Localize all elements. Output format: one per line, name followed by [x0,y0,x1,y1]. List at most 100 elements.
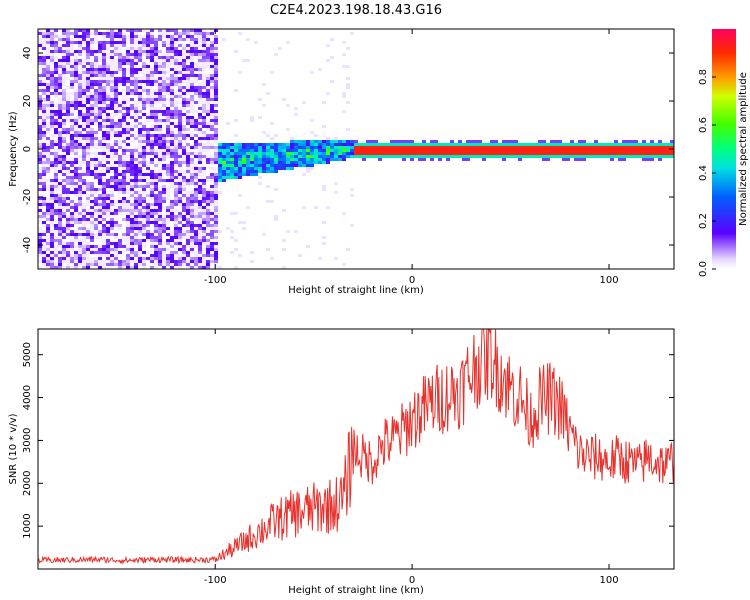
spectrogram-cell [206,209,210,212]
spectrogram-cell [174,149,178,152]
spectrogram-cell [54,266,58,269]
spectrogram-cell [58,236,62,239]
spectrogram-cell [178,80,182,83]
spectrogram-cell [114,92,118,95]
spectrogram-cell [46,56,50,59]
spectrogram-cell [162,143,166,146]
spectrogram-cell [390,143,394,146]
spectrogram-cell [214,179,218,182]
spectrogram-cell [174,233,178,236]
spectrogram-cell [90,107,94,110]
spectrogram-cell [206,176,210,179]
spectrogram-cell [166,254,170,257]
spectrogram-cell [518,149,522,152]
spectrogram-cell [334,149,338,152]
spectrogram-cell [650,146,654,149]
spectrogram-cell [134,161,138,164]
spectrogram-cell [114,47,118,50]
spectrogram-cell [470,146,474,149]
spectrogram-cell [102,242,106,245]
spectrogram-cell [342,155,346,158]
spectrogram-cell [154,59,158,62]
spectrogram-cell [258,170,262,173]
spectrogram-cell [206,47,210,50]
spectrogram-cell [194,128,198,131]
spectrogram-cell [458,146,462,149]
spectrogram-cell [510,140,514,143]
spectrogram-cell [582,158,586,161]
spectrogram-cell [42,185,46,188]
spectrogram-cell [106,158,110,161]
spectrogram-cell [542,155,546,158]
spectrogram-cell [154,68,158,71]
spectrogram-cell [198,188,202,191]
spectrogram-cell [70,200,74,203]
spectrogram-cell [50,86,54,89]
spectrogram-cell [94,101,98,104]
spectrogram-cell [182,188,186,191]
spectrogram-cell [142,134,146,137]
spectrogram-cell [70,101,74,104]
spectrogram-cell [666,152,670,155]
spectrogram-cell [118,263,122,266]
spectrogram-cell [70,47,74,50]
spectrogram-cell [58,47,62,50]
spectrogram-cell [666,155,670,158]
spectrogram-cell [70,140,74,143]
spectrogram-cell [490,155,494,158]
spectrogram-cell [214,188,218,191]
spectrogram-cell [538,155,542,158]
spectrogram-cell [174,65,178,68]
spectrogram-cell [142,245,146,248]
spectrogram-cell [74,194,78,197]
spectrogram-cell [114,95,118,98]
spectrogram-cell [142,218,146,221]
spectrogram-cell [166,89,170,92]
spectrogram-cell [70,260,74,263]
spectrogram-cell [70,161,74,164]
spectrogram-cell [78,182,82,185]
spectrogram-cell [170,239,174,242]
spectrogram-cell [222,170,226,173]
spectrogram-cell [126,167,130,170]
spectrogram-cell [106,221,110,224]
spectrogram-cell [82,215,86,218]
spectrogram-cell [102,194,106,197]
spectrogram-cell [354,143,358,146]
spectrogram-cell [90,50,94,53]
spectrogram-cell [102,119,106,122]
spectrogram-cell [106,68,110,71]
spectrogram-cell [46,149,50,152]
spectrogram-cell [150,158,154,161]
spectrogram-cell [214,95,218,98]
spectrogram-cell [134,47,138,50]
spectrogram-cell [90,248,94,251]
spectrogram-cell [166,128,170,131]
spectrogram-cell [458,155,462,158]
spectrogram-cell [110,146,114,149]
spectrogram-cell [178,89,182,92]
spectrogram-cell [258,152,262,155]
spectrogram-cell [186,56,190,59]
spectrogram-cell [122,185,126,188]
spectrogram-cell [118,227,122,230]
spectrogram-cell [50,239,54,242]
spectrogram-cell [82,29,86,32]
spectrogram-cell [46,50,50,53]
spectrogram-cell [186,182,190,185]
spectrogram-cell [158,62,162,65]
spectrogram-cell [242,161,246,164]
spectrogram-cell [498,143,502,146]
spectrogram-cell [102,227,106,230]
spectrogram-cell [134,116,138,119]
spectrogram-cell [306,170,310,173]
spectrogram-cell [154,110,158,113]
spectrogram-cell [102,218,106,221]
spectrogram-cell [546,155,550,158]
spectrogram-cell [90,194,94,197]
spectrogram-cell [154,263,158,266]
spectrogram-cell [182,224,186,227]
spectrogram-cell [358,146,362,149]
spectrogram-cell [618,143,622,146]
spectrogram-cell [546,146,550,149]
